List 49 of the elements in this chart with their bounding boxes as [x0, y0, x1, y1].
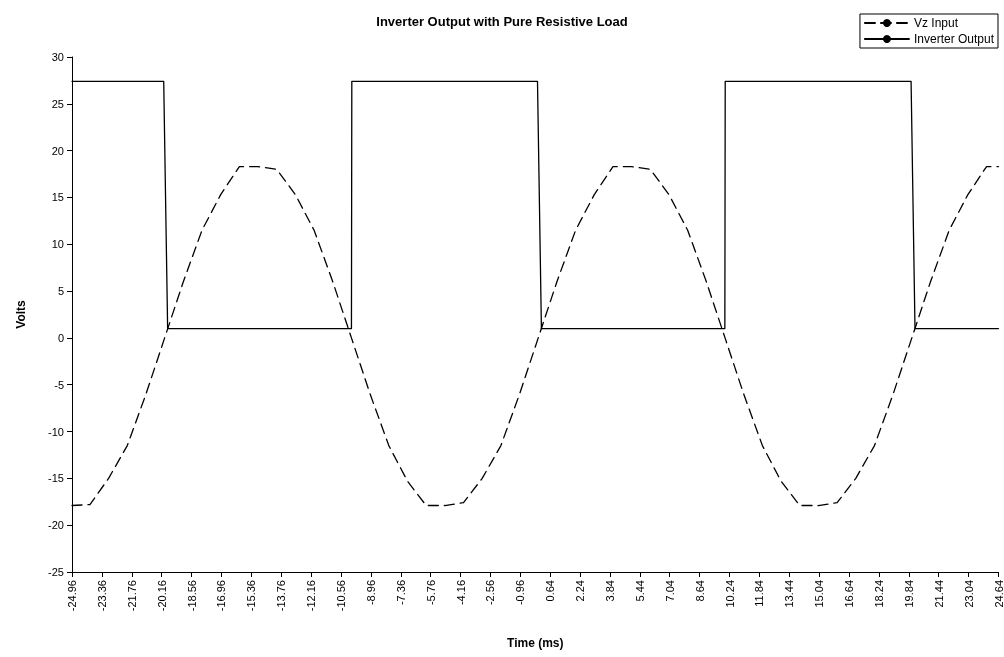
x-tick-label: 23.04 — [962, 580, 975, 608]
chart-title: Inverter Output with Pure Resistive Load — [376, 14, 628, 29]
x-tick-label: -2.56 — [484, 580, 497, 606]
y-tick-label: -5 — [54, 378, 64, 391]
x-tick-label: -15.36 — [245, 580, 258, 612]
x-tick-label: 10.24 — [723, 580, 736, 608]
y-tick-label: -15 — [48, 472, 64, 485]
x-axis-title: Time (ms) — [507, 636, 564, 650]
x-tick-label: 3.84 — [603, 580, 616, 602]
x-tick-label: 15.04 — [813, 580, 826, 608]
x-tick-label: -5.76 — [424, 580, 437, 606]
y-tick-label: 10 — [51, 238, 64, 251]
x-tick-label: -4.16 — [454, 580, 467, 606]
x-tick-label: -16.96 — [215, 580, 228, 612]
x-tick-label: 5.44 — [633, 580, 646, 602]
y-tick-label: -25 — [48, 566, 64, 578]
y-tick-label: 5 — [57, 285, 64, 298]
x-tick-label: 18.24 — [872, 580, 885, 608]
x-tick-label: 19.84 — [902, 580, 915, 608]
legend-label: Inverter Output — [913, 32, 995, 46]
x-tick-label: -20.16 — [155, 580, 168, 612]
x-tick-label: -0.96 — [514, 580, 527, 606]
x-tick-label: -23.36 — [95, 580, 108, 612]
y-tick-label: -10 — [48, 425, 64, 438]
y-tick-label: 30 — [51, 51, 64, 63]
y-tick-label: 0 — [57, 331, 64, 344]
x-tick-label: 7.04 — [663, 580, 676, 602]
x-tick-label: -21.76 — [125, 580, 138, 612]
legend-label: Vz Input — [913, 16, 959, 30]
y-tick-label: 25 — [51, 97, 64, 110]
x-tick-label: 2.24 — [574, 580, 587, 602]
x-tick-label: -10.56 — [334, 580, 347, 612]
x-tick-label: 8.64 — [693, 580, 706, 602]
x-tick-label: 0.64 — [544, 580, 557, 602]
x-tick-label: -13.76 — [275, 580, 288, 612]
y-tick-label: 15 — [51, 191, 64, 204]
y-axis-title: Volts — [14, 299, 28, 329]
x-tick-label: 13.44 — [783, 580, 796, 608]
x-tick-label: -12.16 — [305, 580, 318, 612]
y-tick-label: 20 — [51, 144, 64, 157]
x-tick-label: -7.36 — [394, 580, 407, 606]
x-tick-label: 24.64 — [992, 580, 1004, 608]
x-tick-label: 21.44 — [932, 580, 945, 608]
x-tick-label: -8.96 — [364, 580, 377, 606]
x-tick-label: 16.64 — [843, 580, 856, 608]
y-tick-label: -20 — [48, 519, 64, 532]
x-tick-label: -24.96 — [66, 580, 78, 612]
x-tick-label: 11.84 — [753, 580, 766, 607]
x-tick-label: -18.56 — [185, 580, 198, 612]
